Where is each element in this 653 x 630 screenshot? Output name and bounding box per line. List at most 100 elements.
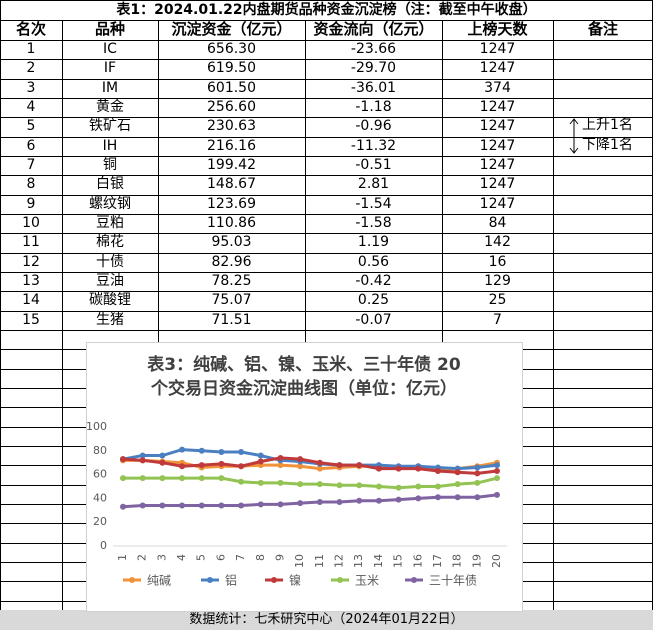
cell: 4	[26, 98, 36, 115]
point	[218, 475, 225, 482]
cell: 216.16	[207, 137, 256, 154]
col-line	[62, 20, 63, 610]
border	[0, 0, 1, 20]
point	[316, 481, 323, 488]
point	[139, 457, 146, 464]
header-cell: 沉淀资金（亿元）	[171, 20, 292, 38]
point	[375, 497, 382, 504]
legend-label: 玉米	[355, 574, 379, 588]
legend-dot	[129, 577, 135, 583]
point	[474, 494, 481, 501]
point	[238, 478, 245, 485]
cell: 1247	[479, 137, 516, 154]
point	[159, 459, 166, 466]
x-tick-label: 6	[214, 554, 227, 561]
legend-dot	[337, 577, 343, 583]
cell: 1247	[479, 98, 516, 115]
point	[159, 475, 166, 482]
point	[179, 475, 186, 482]
point	[277, 454, 284, 461]
point	[257, 452, 264, 459]
header-cell: 备注	[587, 20, 618, 38]
point	[434, 494, 441, 501]
y-tick-label: 0	[100, 539, 107, 552]
point	[159, 452, 166, 459]
cell: 13	[22, 272, 40, 289]
cell: 1247	[479, 118, 516, 135]
x-tick-label: 12	[333, 554, 346, 568]
point	[257, 458, 264, 465]
x-tick-label: 9	[273, 554, 286, 561]
cell: -29.70	[350, 60, 397, 77]
row-line	[0, 233, 653, 235]
footer: 数据统计：七禾研究中心（2024年01月22日）	[0, 610, 653, 630]
point	[494, 475, 500, 482]
cell: -1.58	[355, 214, 392, 231]
cell: 生猪	[96, 311, 124, 328]
cell: 黄金	[96, 98, 124, 115]
point	[277, 479, 284, 486]
point	[415, 483, 422, 490]
cell: 15	[22, 311, 40, 328]
point	[375, 483, 382, 490]
cell: 1247	[479, 41, 516, 57]
cell: 199.42	[207, 156, 256, 173]
cell: 142	[484, 234, 511, 251]
point	[415, 465, 422, 472]
point	[316, 459, 323, 466]
x-tick-label: 13	[352, 554, 365, 568]
x-tick-label: 2	[136, 554, 149, 561]
legend-dot	[271, 577, 277, 583]
cell: 82.96	[211, 253, 252, 270]
cell: 75.07	[211, 292, 252, 309]
legend-dot	[411, 577, 417, 583]
row-line	[0, 213, 653, 215]
cell: 9	[26, 195, 36, 212]
point	[375, 465, 382, 472]
x-tick-label: 7	[234, 554, 247, 561]
point	[198, 502, 205, 509]
col-line	[158, 20, 159, 610]
point	[218, 502, 225, 509]
row-line	[0, 59, 653, 61]
y-tick-label: 100	[87, 420, 107, 433]
cell: 7	[26, 156, 36, 173]
point	[434, 483, 441, 490]
point	[454, 469, 461, 476]
point	[218, 448, 225, 455]
cell: 豆粕	[96, 214, 124, 231]
x-tick-label: 14	[372, 554, 385, 568]
cell: -1.18	[355, 98, 392, 115]
cell: 铜	[103, 156, 117, 173]
header-cell: 名次	[15, 20, 46, 38]
legend-label: 镍	[289, 574, 301, 588]
cell: -11.32	[350, 137, 397, 154]
cell: 碳酸锂	[89, 292, 131, 309]
cell: 2.81	[357, 176, 390, 193]
cell: IH	[102, 137, 118, 154]
point	[139, 452, 146, 459]
point	[120, 456, 126, 463]
cell: 豆油	[96, 272, 124, 289]
point	[356, 482, 363, 489]
cell: 12	[22, 253, 40, 270]
col-line	[553, 20, 554, 610]
point	[198, 475, 205, 482]
cell: 1247	[479, 195, 516, 212]
series-line	[123, 476, 498, 490]
note: 上升1名	[582, 117, 633, 134]
chart: 表3：纯碱、铝、镍、玉米、三十年债 20 个交易日资金沉淀曲线图（单位：亿元） 0 2…	[86, 354, 507, 588]
point	[454, 494, 461, 501]
point	[198, 447, 205, 454]
series-line	[122, 456, 498, 475]
col-line	[442, 20, 443, 610]
row-line	[0, 271, 653, 273]
cell: 71.51	[211, 311, 252, 328]
point	[336, 462, 343, 469]
row-line	[0, 194, 653, 196]
x-tick-label: 15	[392, 554, 405, 568]
cell: 5	[26, 118, 36, 135]
point	[238, 502, 245, 509]
y-tick-label: 40	[93, 491, 107, 504]
point	[257, 501, 264, 508]
